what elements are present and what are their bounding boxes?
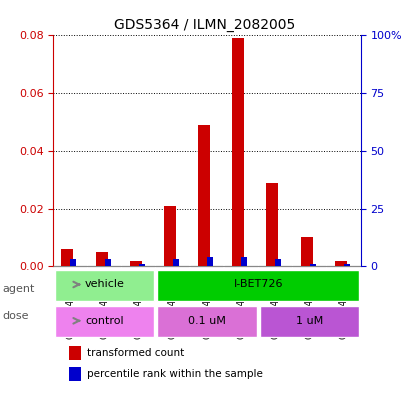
FancyBboxPatch shape bbox=[55, 270, 154, 301]
Text: vehicle: vehicle bbox=[84, 279, 124, 290]
Text: GDS5364 / ILMN_2082005: GDS5364 / ILMN_2082005 bbox=[114, 18, 295, 32]
Bar bbox=[129, 261, 142, 266]
FancyBboxPatch shape bbox=[259, 306, 358, 337]
Bar bbox=[275, 259, 281, 266]
Bar bbox=[164, 206, 175, 266]
Bar bbox=[266, 183, 278, 266]
FancyBboxPatch shape bbox=[157, 270, 358, 301]
Bar bbox=[334, 261, 346, 266]
Text: control: control bbox=[85, 316, 124, 326]
FancyBboxPatch shape bbox=[55, 306, 154, 337]
Bar bbox=[69, 346, 81, 360]
Bar bbox=[104, 259, 110, 266]
Text: agent: agent bbox=[2, 284, 34, 294]
Text: I-BET726: I-BET726 bbox=[233, 279, 282, 290]
Bar bbox=[61, 249, 73, 266]
Bar bbox=[173, 259, 178, 266]
Bar bbox=[207, 257, 213, 266]
Text: 0.1 uM: 0.1 uM bbox=[188, 316, 225, 326]
Bar bbox=[95, 252, 107, 266]
Text: transformed count: transformed count bbox=[87, 348, 184, 358]
FancyBboxPatch shape bbox=[157, 306, 256, 337]
Bar bbox=[309, 264, 315, 266]
Bar bbox=[198, 125, 209, 266]
Bar bbox=[240, 257, 247, 266]
Text: percentile rank within the sample: percentile rank within the sample bbox=[87, 369, 262, 378]
Text: dose: dose bbox=[2, 311, 29, 321]
Text: 1 uM: 1 uM bbox=[295, 316, 322, 326]
Bar bbox=[231, 38, 244, 266]
Bar bbox=[69, 367, 81, 380]
Bar bbox=[300, 237, 312, 266]
Bar bbox=[70, 259, 76, 266]
Bar bbox=[138, 264, 144, 266]
Bar bbox=[343, 264, 349, 266]
